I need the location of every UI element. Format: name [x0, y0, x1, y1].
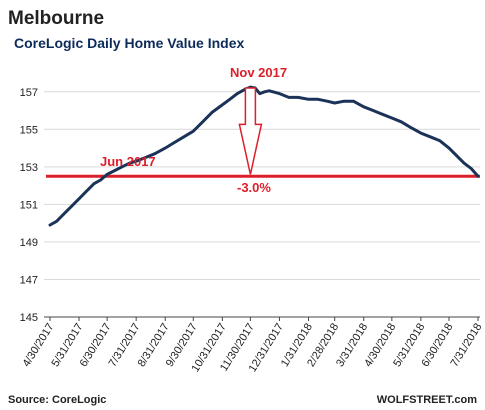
y-tick-label: 151: [20, 199, 38, 211]
decline-arrow: [238, 87, 263, 175]
y-axis-ticks: 145 147 149 151 153 155 157: [20, 87, 38, 324]
brand-label: WOLFSTREET.com: [377, 394, 477, 406]
y-tick-label: 157: [20, 87, 38, 99]
chart-title: Melbourne: [8, 8, 104, 29]
y-tick-label: 149: [20, 237, 38, 249]
x-axis-ticks: 4/30/20175/31/20176/30/20177/31/20178/31…: [20, 317, 485, 374]
y-tick-label: 153: [20, 162, 38, 174]
chart-subtitle: CoreLogic Daily Home Value Index: [14, 35, 245, 51]
y-tick-label: 147: [20, 274, 38, 286]
annotation-start: Jun 2017: [100, 154, 156, 169]
grid-lines: [44, 91, 480, 318]
annotation-change: -3.0%: [237, 180, 271, 195]
annotation-peak: Nov 2017: [230, 65, 287, 80]
y-tick-label: 145: [20, 312, 38, 324]
y-tick-label: 155: [20, 124, 38, 136]
source-note: Source: CoreLogic: [8, 394, 106, 406]
